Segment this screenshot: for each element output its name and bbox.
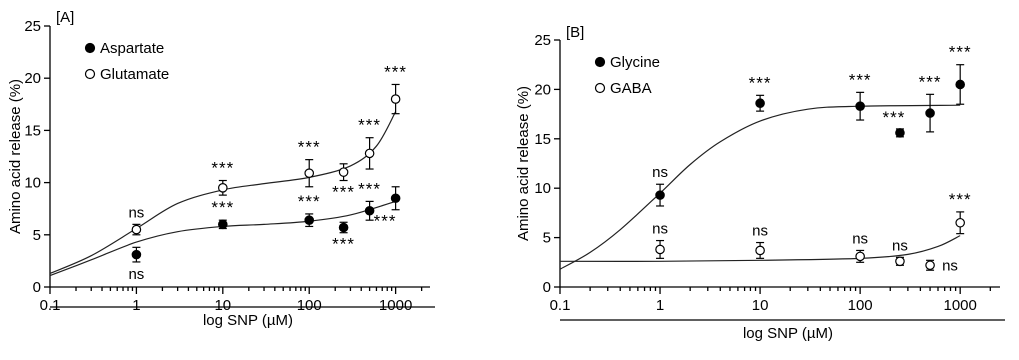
data-point-gaba xyxy=(925,260,935,271)
significance-label: *** xyxy=(849,70,872,89)
data-point-gaba xyxy=(755,245,765,256)
x-tick-label: 100 xyxy=(848,297,873,314)
series-aspartate: ns*** ************ xyxy=(49,179,401,283)
fit-curve-glutamate xyxy=(49,111,397,274)
significance-label: *** xyxy=(883,108,906,127)
y-axis-title: Amino acid release (%) xyxy=(515,86,532,241)
data-point-aspartate xyxy=(131,249,142,260)
y-tick-label: 5 xyxy=(543,230,551,247)
data-point-gaba xyxy=(895,256,905,267)
x-tick-label: 100 xyxy=(297,297,322,314)
x-tick-label: 10 xyxy=(752,297,769,314)
significance-label: ns xyxy=(892,237,908,254)
data-point-gaba xyxy=(855,251,865,262)
data-point-gaba xyxy=(955,217,965,228)
significance-label: ns xyxy=(128,204,144,221)
significance-label: *** xyxy=(332,183,355,202)
y-tick-label: 15 xyxy=(24,122,41,139)
series-glutamate: ns*************** xyxy=(49,62,407,274)
significance-label: *** xyxy=(332,235,355,254)
data-point-glycine xyxy=(955,79,965,90)
x-tick-label: 0.1 xyxy=(550,297,571,314)
significance-label: ns xyxy=(752,223,768,240)
data-point-glutamate xyxy=(218,183,228,193)
x-tick-label: 1000 xyxy=(379,297,412,314)
panel-label: [A] xyxy=(56,9,74,26)
data-point-glutamate xyxy=(364,148,375,159)
y-tick-label: 10 xyxy=(534,180,551,197)
significance-label: *** xyxy=(358,179,381,198)
significance-label: ns xyxy=(942,257,958,274)
y-tick-label: 25 xyxy=(24,18,41,35)
x-axis-title: log SNP (µM) xyxy=(203,312,293,329)
significance-label: *** xyxy=(298,138,321,157)
significance-label: *** xyxy=(211,159,234,178)
significance-label: ns xyxy=(652,221,668,238)
data-point-glycine xyxy=(755,98,765,109)
panel-a: 0 5 10 15 20 25 0.1 1 10 100 1000 log SNP (µM) Amino… xyxy=(7,9,435,329)
y-tick-label: 20 xyxy=(534,81,551,98)
y-tick-label: 15 xyxy=(534,131,551,148)
x-tick-label: 1 xyxy=(132,297,140,314)
y-tick-label: 20 xyxy=(24,70,41,87)
y-tick-label: 10 xyxy=(24,175,41,192)
y-tick-label: 25 xyxy=(534,32,551,49)
significance-label: *** xyxy=(949,190,972,209)
fit-curve-glycine xyxy=(559,104,961,270)
significance-label: *** xyxy=(749,73,772,92)
data-point-aspartate xyxy=(364,205,375,216)
data-point-aspartate xyxy=(218,219,228,230)
x-tick-label: 1000 xyxy=(943,297,976,314)
significance-label: *** xyxy=(298,192,321,211)
significance-label: ns xyxy=(128,266,144,283)
significance-label: *** xyxy=(919,72,942,91)
data-point-glutamate xyxy=(131,224,142,235)
x-tick-label: 10 xyxy=(214,297,231,314)
y-tick-label: 0 xyxy=(33,279,41,296)
data-point-glutamate xyxy=(390,94,401,104)
data-point-aspartate xyxy=(390,193,401,204)
data-point-aspartate xyxy=(338,222,349,233)
legend-label: GABA xyxy=(610,80,652,97)
data-point-glutamate xyxy=(338,167,349,177)
significance-label: *** xyxy=(384,62,407,81)
series-gaba: ns ns ns ns ns *** xyxy=(559,190,972,274)
significance-label: *** xyxy=(358,116,381,135)
significance-label: *** xyxy=(949,43,972,62)
x-axis-title: log SNP (µM) xyxy=(743,325,833,342)
data-point-glycine xyxy=(895,128,905,138)
legend-marker xyxy=(84,68,96,80)
legend-label: Aspartate xyxy=(100,40,164,57)
significance-label: *** xyxy=(374,212,397,231)
legend-marker xyxy=(84,42,96,54)
legend-marker xyxy=(594,56,606,68)
data-point-glycine xyxy=(855,101,865,111)
y-tick-label: 5 xyxy=(33,227,41,244)
significance-label: ns xyxy=(652,164,668,181)
data-point-aspartate xyxy=(304,215,315,225)
x-tick-label: 1 xyxy=(656,297,664,314)
legend-label: Glycine xyxy=(610,54,660,71)
y-tick-label: 0 xyxy=(543,279,551,296)
y-axis-title: Amino acid release (%) xyxy=(7,79,24,234)
data-point-glutamate xyxy=(304,168,315,179)
significance-label: ns xyxy=(852,230,868,247)
panel-label: [B] xyxy=(566,24,584,41)
x-tick-label: 0.1 xyxy=(40,297,61,314)
data-point-gaba xyxy=(655,244,665,255)
series-glycine: ns *** *** *** *** *** xyxy=(559,43,972,270)
fit-curve-gaba xyxy=(559,235,961,262)
data-point-glycine xyxy=(655,190,665,200)
data-point-glycine xyxy=(925,108,935,118)
legend-marker xyxy=(594,82,606,94)
legend-label: Glutamate xyxy=(100,66,169,83)
panel-b: 0 5 10 15 20 25 0.1 1 10 100 1000 log SNP (µM) Amino… xyxy=(515,24,1005,342)
significance-label: *** xyxy=(211,198,234,217)
